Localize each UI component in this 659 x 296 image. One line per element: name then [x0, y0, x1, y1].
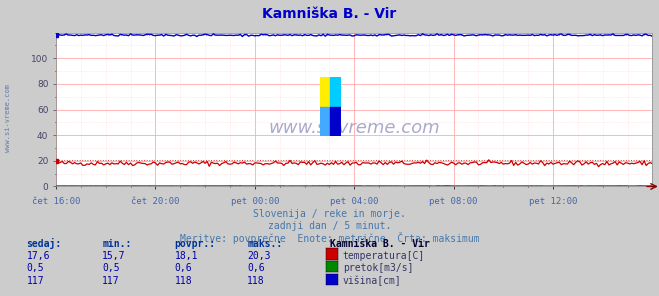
Text: 17,6: 17,6	[26, 251, 50, 261]
Text: 0,5: 0,5	[102, 263, 120, 274]
Text: povpr.:: povpr.:	[175, 239, 215, 249]
Bar	[331, 107, 341, 136]
Text: čet 16:00: čet 16:00	[32, 197, 80, 206]
Text: 18,1: 18,1	[175, 251, 198, 261]
Text: Kamniška B. - Vir: Kamniška B. - Vir	[330, 239, 430, 249]
Text: 0,5: 0,5	[26, 263, 44, 274]
Text: zadnji dan / 5 minut.: zadnji dan / 5 minut.	[268, 221, 391, 231]
Text: pretok[m3/s]: pretok[m3/s]	[343, 263, 413, 274]
Text: 117: 117	[102, 276, 120, 286]
Text: temperatura[C]: temperatura[C]	[343, 251, 425, 261]
Text: pet 04:00: pet 04:00	[330, 197, 378, 206]
Text: www.si-vreme.com: www.si-vreme.com	[5, 84, 11, 152]
Text: sedaj:: sedaj:	[26, 238, 61, 249]
Bar	[320, 107, 331, 136]
Bar	[320, 77, 331, 107]
Text: višina[cm]: višina[cm]	[343, 276, 401, 286]
Text: maks.:: maks.:	[247, 239, 282, 249]
Text: 0,6: 0,6	[247, 263, 265, 274]
Text: čet 20:00: čet 20:00	[131, 197, 180, 206]
Text: 117: 117	[26, 276, 44, 286]
Text: pet 12:00: pet 12:00	[529, 197, 577, 206]
Text: Slovenija / reke in morje.: Slovenija / reke in morje.	[253, 209, 406, 219]
Text: 15,7: 15,7	[102, 251, 126, 261]
Text: 0,6: 0,6	[175, 263, 192, 274]
Text: pet 08:00: pet 08:00	[430, 197, 478, 206]
Text: pet 00:00: pet 00:00	[231, 197, 279, 206]
Bar	[331, 77, 341, 107]
Text: Meritve: povprečne  Enote: metrične  Črta: maksimum: Meritve: povprečne Enote: metrične Črta:…	[180, 232, 479, 244]
Text: 20,3: 20,3	[247, 251, 271, 261]
Text: 118: 118	[175, 276, 192, 286]
Text: www.si-vreme.com: www.si-vreme.com	[268, 119, 440, 137]
Text: Kamniška B. - Vir: Kamniška B. - Vir	[262, 7, 397, 21]
Text: 118: 118	[247, 276, 265, 286]
Text: min.:: min.:	[102, 239, 132, 249]
